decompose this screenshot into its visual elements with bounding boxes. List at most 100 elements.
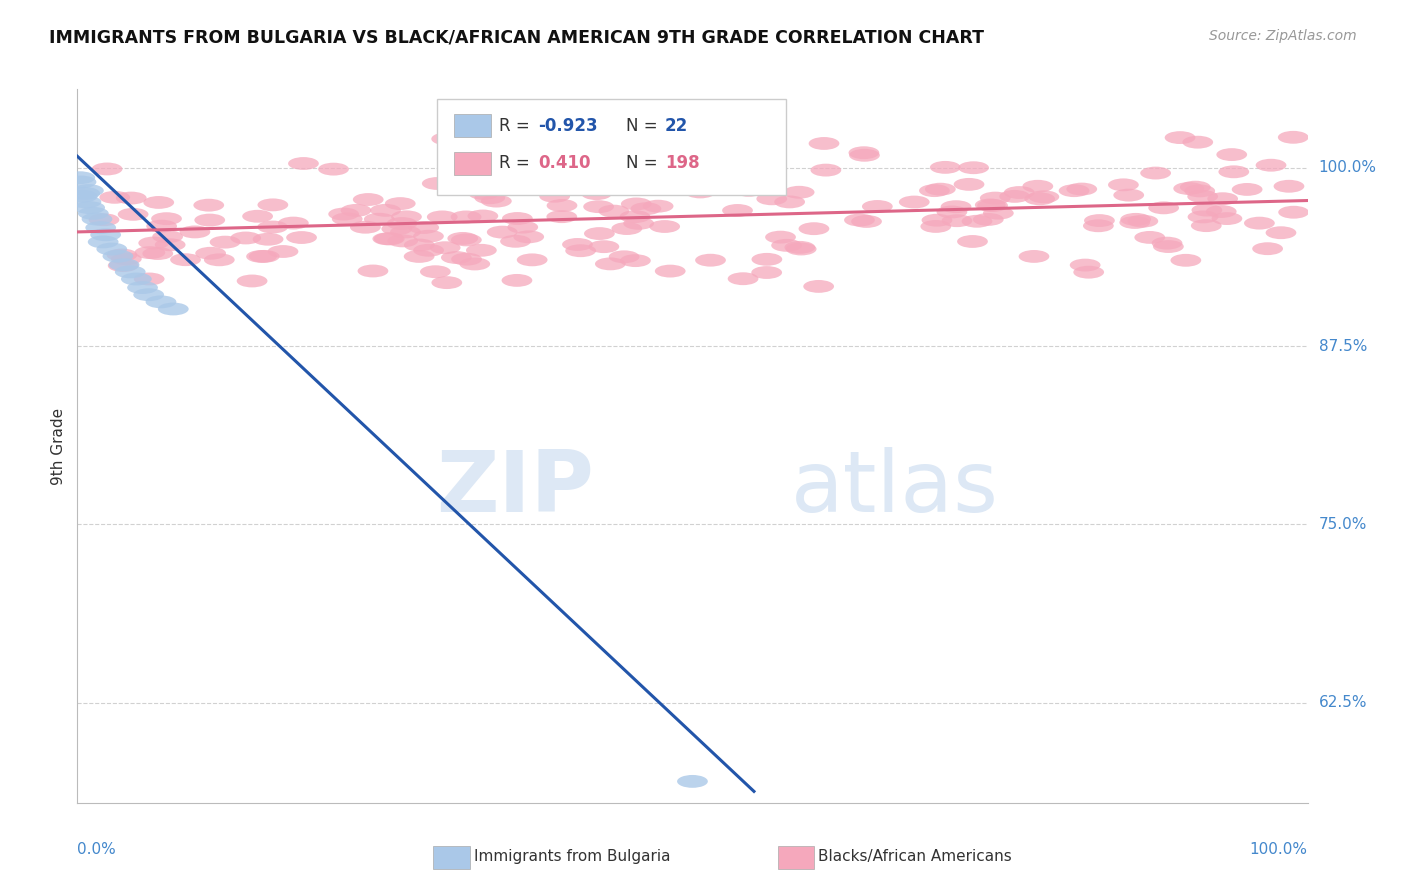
Text: 62.5%: 62.5%	[1319, 696, 1367, 710]
Ellipse shape	[86, 221, 117, 234]
Ellipse shape	[810, 164, 841, 177]
Ellipse shape	[420, 265, 451, 278]
Ellipse shape	[848, 146, 879, 159]
Ellipse shape	[387, 217, 418, 230]
Ellipse shape	[135, 246, 166, 259]
Ellipse shape	[1184, 185, 1215, 197]
Ellipse shape	[734, 184, 763, 197]
Ellipse shape	[583, 159, 614, 171]
Ellipse shape	[73, 184, 104, 197]
Ellipse shape	[231, 232, 262, 244]
Ellipse shape	[1128, 215, 1159, 227]
Text: R =: R =	[499, 117, 536, 135]
Ellipse shape	[87, 235, 118, 248]
Text: 198: 198	[665, 154, 700, 172]
Ellipse shape	[242, 210, 273, 223]
Ellipse shape	[288, 157, 319, 170]
Ellipse shape	[350, 221, 381, 234]
Ellipse shape	[1206, 205, 1237, 218]
Ellipse shape	[108, 259, 139, 271]
Ellipse shape	[609, 251, 640, 263]
Ellipse shape	[727, 175, 758, 187]
Ellipse shape	[675, 142, 706, 154]
Ellipse shape	[685, 186, 716, 198]
Ellipse shape	[340, 204, 371, 217]
Ellipse shape	[155, 238, 186, 252]
Ellipse shape	[612, 222, 643, 235]
Ellipse shape	[1022, 180, 1053, 193]
Ellipse shape	[737, 129, 768, 142]
Ellipse shape	[287, 231, 316, 244]
Ellipse shape	[540, 190, 569, 202]
Ellipse shape	[108, 260, 139, 272]
Ellipse shape	[1121, 213, 1152, 226]
Ellipse shape	[501, 235, 531, 248]
Ellipse shape	[1256, 159, 1286, 171]
Ellipse shape	[530, 179, 561, 192]
Ellipse shape	[1174, 182, 1204, 195]
Ellipse shape	[808, 137, 839, 150]
Ellipse shape	[150, 212, 181, 225]
Ellipse shape	[77, 207, 108, 219]
Ellipse shape	[1152, 236, 1182, 250]
Ellipse shape	[65, 171, 96, 184]
Ellipse shape	[695, 253, 725, 267]
Ellipse shape	[89, 213, 120, 227]
Ellipse shape	[1114, 189, 1144, 202]
Ellipse shape	[925, 183, 956, 195]
Ellipse shape	[977, 199, 1008, 212]
Ellipse shape	[1274, 180, 1305, 193]
Text: R =: R =	[499, 154, 536, 172]
Ellipse shape	[1164, 131, 1195, 144]
Ellipse shape	[898, 195, 929, 209]
Text: 22: 22	[665, 117, 689, 135]
Ellipse shape	[980, 192, 1011, 204]
Text: 0.0%: 0.0%	[77, 842, 117, 856]
Ellipse shape	[170, 253, 201, 266]
Ellipse shape	[404, 250, 434, 263]
Ellipse shape	[146, 295, 176, 309]
Ellipse shape	[381, 222, 412, 235]
Ellipse shape	[100, 191, 131, 203]
Ellipse shape	[1018, 250, 1049, 263]
Ellipse shape	[1191, 203, 1222, 217]
Ellipse shape	[650, 220, 681, 233]
Ellipse shape	[194, 214, 225, 227]
Ellipse shape	[803, 280, 834, 293]
Ellipse shape	[772, 239, 801, 252]
Ellipse shape	[547, 199, 578, 212]
Text: 87.5%: 87.5%	[1319, 339, 1367, 353]
Ellipse shape	[620, 211, 651, 223]
Ellipse shape	[1025, 193, 1054, 205]
Ellipse shape	[1244, 217, 1275, 229]
Text: 75.0%: 75.0%	[1319, 517, 1367, 532]
Ellipse shape	[1219, 165, 1249, 178]
Ellipse shape	[486, 226, 517, 238]
Ellipse shape	[1182, 136, 1213, 149]
Ellipse shape	[467, 210, 498, 222]
Ellipse shape	[103, 250, 134, 262]
Ellipse shape	[318, 162, 349, 176]
Ellipse shape	[82, 212, 112, 226]
Ellipse shape	[962, 215, 993, 227]
Text: Source: ZipAtlas.com: Source: ZipAtlas.com	[1209, 29, 1357, 43]
Ellipse shape	[121, 273, 152, 285]
Ellipse shape	[249, 250, 280, 263]
Ellipse shape	[115, 192, 146, 204]
Ellipse shape	[1253, 243, 1284, 255]
Text: 100.0%: 100.0%	[1319, 161, 1376, 175]
Ellipse shape	[253, 233, 284, 245]
Ellipse shape	[557, 174, 588, 187]
Ellipse shape	[799, 222, 830, 235]
Ellipse shape	[756, 193, 787, 205]
Ellipse shape	[194, 199, 224, 211]
Ellipse shape	[678, 775, 707, 788]
Text: 0.410: 0.410	[538, 154, 591, 172]
Ellipse shape	[733, 141, 762, 154]
Ellipse shape	[75, 202, 105, 214]
Ellipse shape	[67, 190, 97, 202]
Ellipse shape	[127, 281, 157, 294]
Ellipse shape	[655, 265, 686, 277]
Ellipse shape	[583, 227, 614, 240]
Ellipse shape	[621, 197, 651, 211]
